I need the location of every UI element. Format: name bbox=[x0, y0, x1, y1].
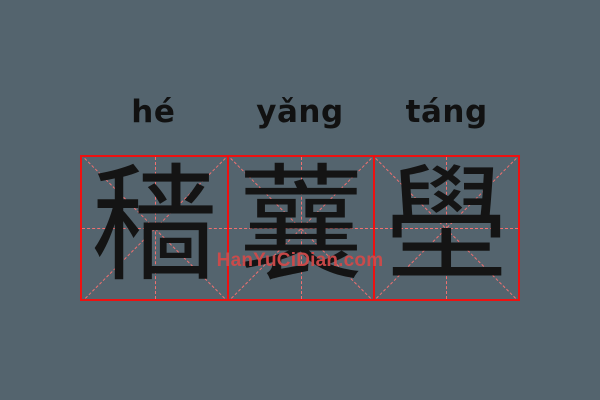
watermark: HanYuCiDian.com bbox=[216, 250, 384, 271]
pinyin-row: hé yǎng táng bbox=[80, 92, 520, 132]
character-grid: 穑 蘘 壆 bbox=[80, 155, 520, 301]
hanzi-2: 蘘 bbox=[229, 157, 372, 299]
character-cell-2: 蘘 bbox=[227, 157, 373, 299]
pinyin-2: yǎng bbox=[256, 94, 344, 130]
hanzi-3: 壆 bbox=[375, 157, 518, 299]
pinyin-3: táng bbox=[405, 94, 488, 130]
hanzi-1: 穑 bbox=[82, 157, 227, 299]
pinyin-1: hé bbox=[131, 94, 176, 130]
character-cell-3: 壆 bbox=[372, 157, 519, 299]
character-cell-1: 穑 bbox=[82, 157, 228, 299]
